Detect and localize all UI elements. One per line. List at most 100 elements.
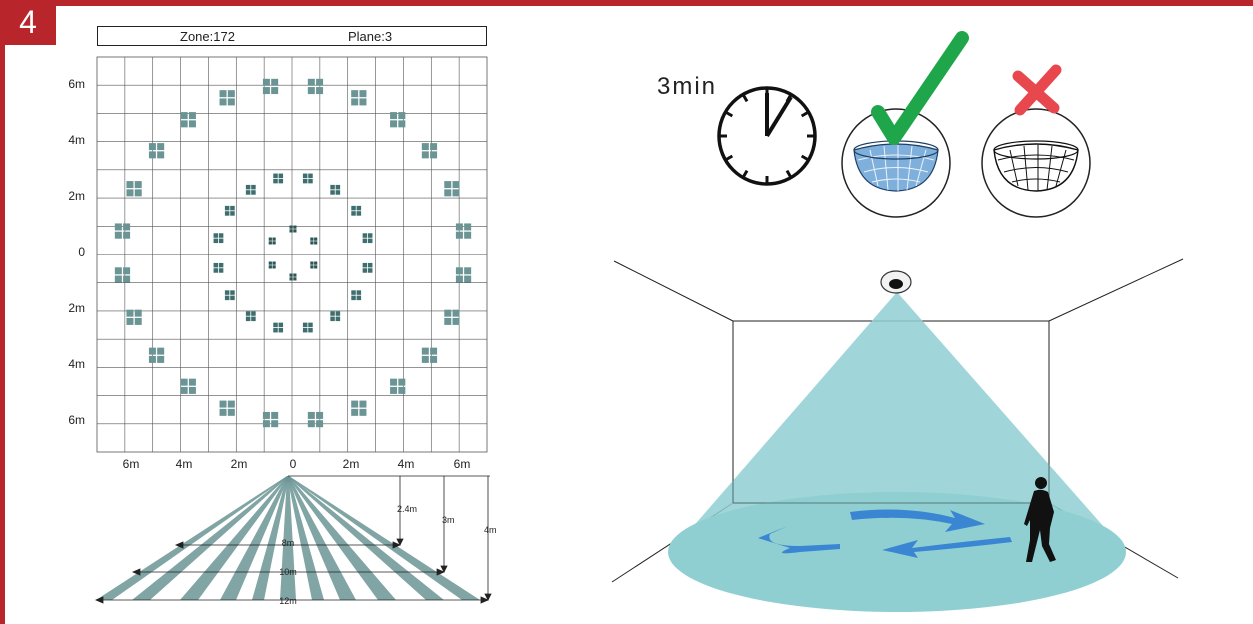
zone-square <box>356 295 362 301</box>
zone-square <box>123 267 131 275</box>
zone-square <box>227 90 235 98</box>
x-axis-label: 6m <box>123 457 140 471</box>
zone-square <box>227 400 235 408</box>
x-axis-label: 4m <box>398 457 415 471</box>
detection-beam <box>252 476 289 600</box>
zone-cluster <box>224 290 235 301</box>
zone-square <box>230 290 235 295</box>
zone-square <box>230 205 235 211</box>
zone-square <box>330 184 335 190</box>
detection-beam <box>280 476 296 600</box>
detection-grid: 6m 4m 2m 0 2m 4m 6m 6m 4m 2m 0 2m 4m 6m <box>68 56 488 471</box>
zone-square <box>134 317 142 325</box>
zone-square <box>310 241 314 245</box>
zone-square <box>367 238 373 244</box>
plane-count-label: Plane:3 <box>348 29 393 44</box>
zone-square <box>188 120 196 128</box>
zone-square <box>390 120 398 128</box>
zone-square <box>351 400 359 408</box>
zone-square <box>452 309 460 317</box>
zone-square <box>213 233 219 238</box>
zone-square <box>356 211 362 216</box>
zone-square <box>188 112 196 120</box>
zone-cluster <box>262 411 279 428</box>
zone-square <box>123 231 131 239</box>
zone-square <box>398 378 406 386</box>
zone-cluster <box>362 262 373 273</box>
zone-square <box>114 275 122 283</box>
zone-square <box>273 178 278 184</box>
zone-square <box>262 411 270 419</box>
zone-cluster <box>126 309 142 325</box>
zone-square <box>273 322 278 328</box>
x-axis-label: 0 <box>290 457 297 471</box>
zone-square <box>148 347 156 355</box>
zone-cluster <box>302 173 313 184</box>
zone-square <box>330 190 335 195</box>
zone-cluster <box>302 322 313 333</box>
zone-cluster <box>351 205 362 216</box>
zone-square <box>271 420 279 428</box>
zone-square <box>302 173 308 179</box>
dimension-arrowhead <box>396 538 404 546</box>
x-axis-label: 4m <box>176 457 193 471</box>
y-axis-label: 2m <box>68 301 85 315</box>
zone-square <box>271 78 279 86</box>
zone-square <box>213 262 219 268</box>
zone-square <box>134 181 142 189</box>
zone-square <box>218 268 224 273</box>
detection-beam <box>96 476 289 600</box>
zone-square <box>421 151 429 159</box>
zone-square <box>310 237 314 241</box>
zone-square <box>455 275 463 283</box>
zone-square <box>219 400 227 408</box>
zone-square <box>245 311 251 316</box>
zone-cluster <box>444 309 460 325</box>
detection-beam <box>220 476 289 600</box>
zone-square <box>224 295 230 301</box>
zone-square <box>308 173 313 179</box>
zone-square <box>213 268 219 273</box>
side-view-coverage: 2.4m 3m 4m 8m 10m 12m <box>94 475 497 606</box>
zone-square <box>421 355 429 363</box>
zone-square <box>245 184 251 190</box>
zone-square <box>289 229 293 233</box>
clock-tick <box>741 93 749 103</box>
y-axis-label: 6m <box>68 413 85 427</box>
zone-square <box>316 78 324 86</box>
zone-cluster <box>262 78 279 95</box>
zone-square <box>356 205 362 211</box>
zone-square <box>444 309 452 317</box>
zone-square <box>430 151 438 159</box>
zone-cluster <box>421 347 438 363</box>
zone-square <box>351 290 356 295</box>
zone-square <box>302 178 308 184</box>
zone-square <box>351 90 359 98</box>
zone-square <box>359 90 367 98</box>
clock-tick <box>800 154 810 162</box>
zone-square <box>314 265 318 269</box>
check-icon <box>871 31 969 145</box>
height-label-low: 2.4m <box>397 504 417 514</box>
zone-square <box>219 90 227 98</box>
zone-cluster <box>114 267 131 283</box>
zone-square <box>148 143 156 151</box>
zone-square <box>351 295 356 301</box>
walking-person-icon <box>1024 477 1056 562</box>
zone-square <box>335 311 341 316</box>
zone-square <box>452 181 460 189</box>
zone-square <box>278 322 284 328</box>
zone-square <box>251 190 256 195</box>
dimension-arrowhead <box>484 593 492 601</box>
zone-square <box>464 267 472 275</box>
zone-square <box>219 98 227 106</box>
zone-square <box>126 317 134 325</box>
zone-cluster <box>390 112 406 128</box>
zone-square <box>251 184 256 190</box>
zone-square <box>157 347 165 355</box>
zone-square <box>307 411 315 419</box>
zone-square <box>272 241 276 245</box>
zone-square <box>351 98 359 106</box>
detection-beam <box>287 476 324 600</box>
zone-square <box>289 277 293 281</box>
